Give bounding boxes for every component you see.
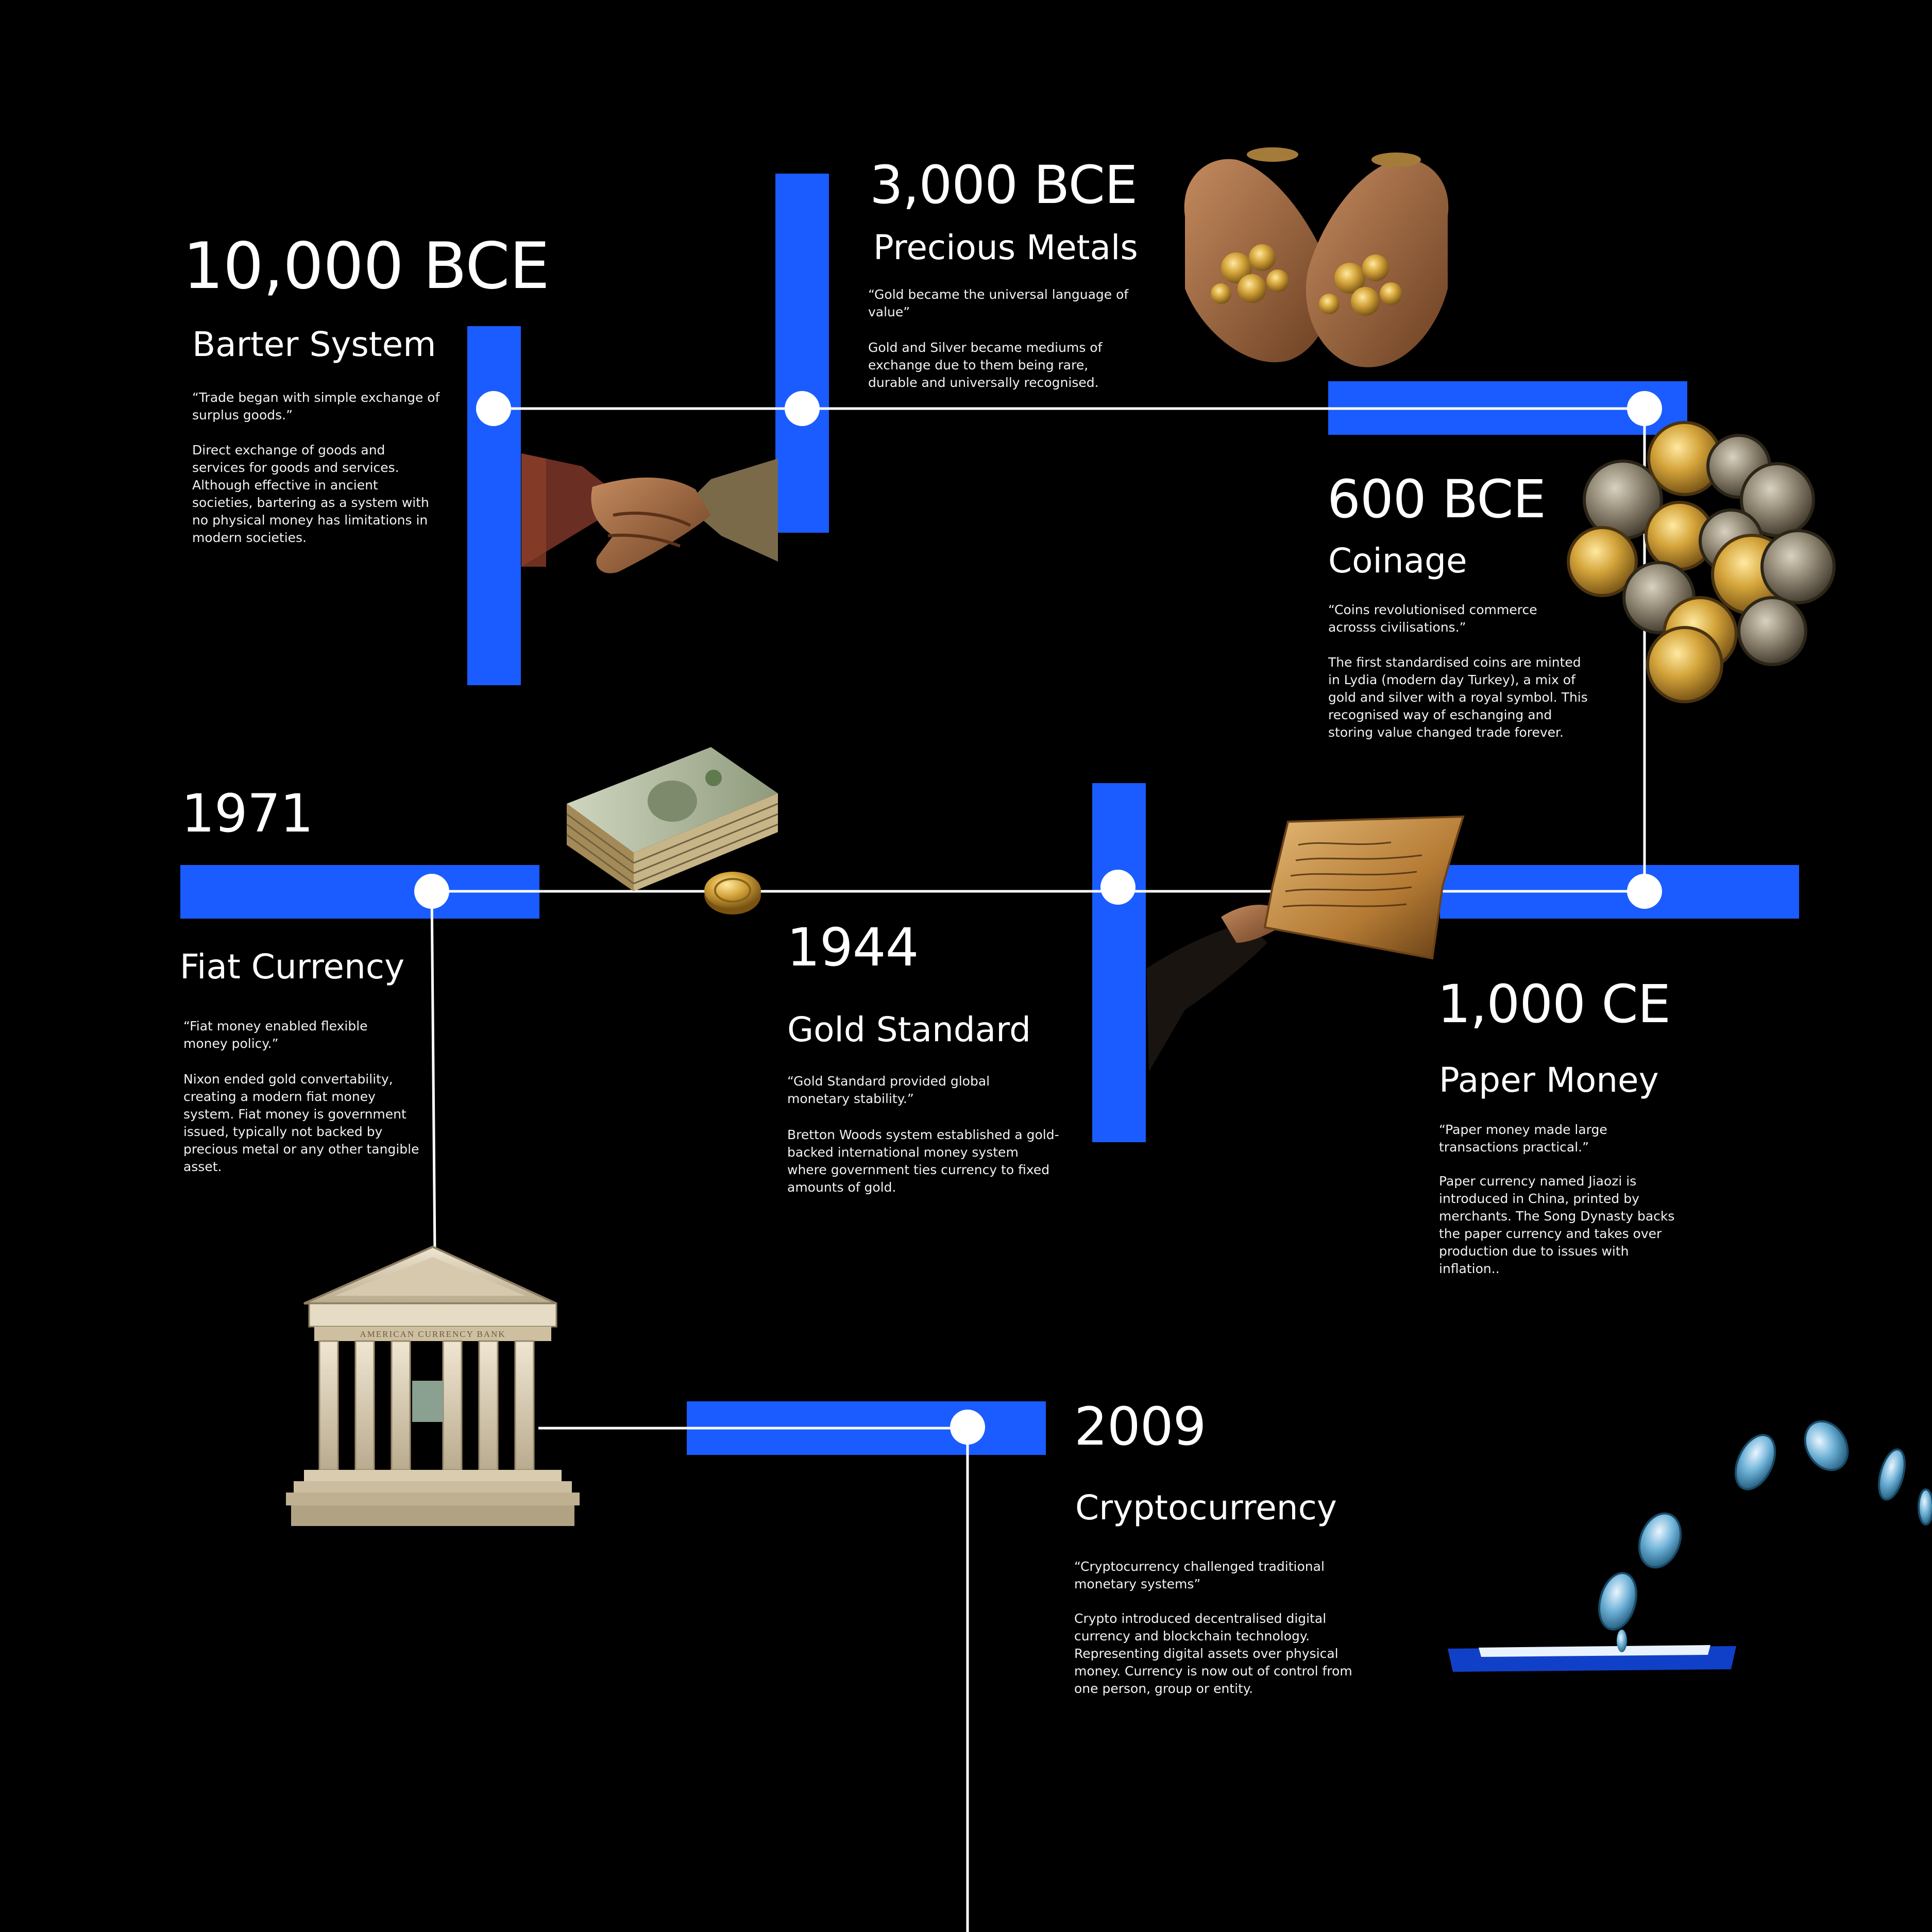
dollar-stack-illustration <box>566 747 778 891</box>
era-year-crypto: 2009 <box>1074 1396 1207 1458</box>
era-year-gold-standard: 1944 <box>787 917 919 978</box>
era-year-coinage: 600 BCE <box>1327 469 1546 530</box>
era-quote-barter: “Trade began with simple exchange of sur… <box>192 390 440 422</box>
bank-inscription: AMERICAN CURRENCY BANK <box>360 1329 506 1339</box>
node-gold-standard <box>1100 870 1136 905</box>
era-quote-crypto: “Cryptocurrency challenged traditional m… <box>1074 1559 1325 1591</box>
handshake-illustration <box>521 453 778 573</box>
era-title-precious-metals: Precious Metals <box>873 228 1138 267</box>
bar-precious-metals <box>775 174 829 533</box>
parchment-illustration <box>1146 815 1465 1072</box>
era-year-paper-money: 1,000 CE <box>1437 974 1671 1035</box>
bar-barter <box>467 326 521 685</box>
gold-coin-illustration <box>704 872 761 914</box>
era-year-barter: 10,000 BCE <box>183 229 550 303</box>
era-description-gold-standard: Bretton Woods system established a gold-… <box>787 1127 1059 1195</box>
era-description-coinage: The first standardised coins are minted … <box>1328 655 1588 740</box>
era-year-precious-metals: 3,000 BCE <box>870 155 1138 216</box>
crypto-phone-illustration <box>1448 1420 1932 1672</box>
era-title-coinage: Coinage <box>1328 541 1467 581</box>
node-paper-money <box>1627 874 1662 909</box>
era-title-gold-standard: Gold Standard <box>787 1010 1031 1049</box>
bank-building-illustration <box>286 1245 580 1526</box>
node-coinage <box>1627 391 1662 426</box>
era-quote-gold-standard: “Gold Standard provided global monetary … <box>787 1074 990 1106</box>
era-quote-coinage: “Coins revolutionised commerce acrosss c… <box>1328 602 1537 635</box>
hands-gold-illustration <box>1184 147 1449 367</box>
node-precious-metals <box>785 391 820 426</box>
node-barter <box>476 391 511 426</box>
node-fiat <box>414 874 449 909</box>
era-quote-precious-metals: “Gold became the universal language of v… <box>868 287 1129 319</box>
era-description-barter: Direct exchange of goods and services fo… <box>192 443 429 545</box>
era-description-paper-money: Paper currency named Jiaozi is introduce… <box>1439 1174 1675 1276</box>
era-title-fiat: Fiat Currency <box>180 947 405 987</box>
era-description-fiat: Nixon ended gold convertability, creatin… <box>183 1072 419 1174</box>
node-crypto <box>950 1410 985 1445</box>
era-title-paper-money: Paper Money <box>1439 1060 1659 1100</box>
era-title-crypto: Cryptocurrency <box>1075 1488 1337 1528</box>
era-title-barter: Barter System <box>192 325 436 364</box>
era-year-fiat: 1971 <box>181 783 314 844</box>
era-quote-paper-money: “Paper money made large transactions pra… <box>1439 1122 1607 1155</box>
era-quote-fiat: “Fiat money enabled flexible money polic… <box>183 1019 368 1051</box>
era-description-crypto: Crypto introduced decentralised digital … <box>1074 1611 1352 1696</box>
bar-gold-standard <box>1092 783 1146 1142</box>
era-description-precious-metals: Gold and Silver became mediums of exchan… <box>868 340 1103 390</box>
coin-pile-illustration <box>1567 421 1836 703</box>
